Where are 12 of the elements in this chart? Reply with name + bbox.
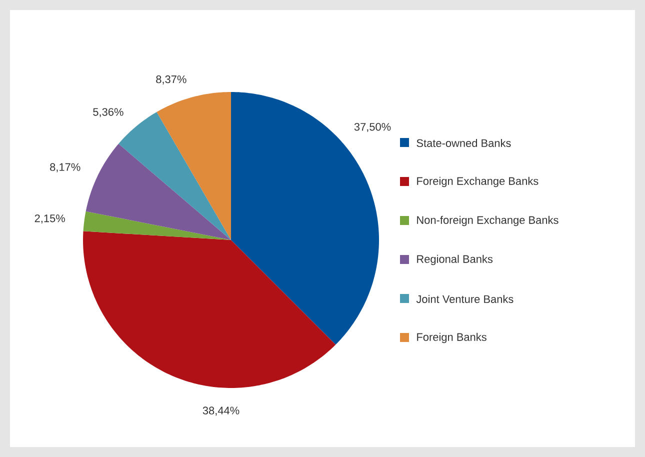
legend-label: Foreign Banks [417, 332, 486, 344]
data-label: 8,37% [156, 75, 186, 84]
data-label: 37,50% [354, 122, 391, 132]
data-label: 2,15% [34, 214, 65, 224]
legend-label: Joint Venture Banks [416, 294, 514, 304]
legend-label: State-owned Banks [416, 138, 511, 148]
legend-label: Foreign Exchange Banks [417, 176, 538, 188]
legend-label: Non-foreign Exchange Banks [417, 216, 558, 226]
legend-label: Regional Banks [417, 254, 493, 266]
data-label: 8,17% [50, 163, 80, 172]
data-label: 5,36% [93, 108, 124, 118]
data-label: 38,44% [202, 406, 240, 416]
